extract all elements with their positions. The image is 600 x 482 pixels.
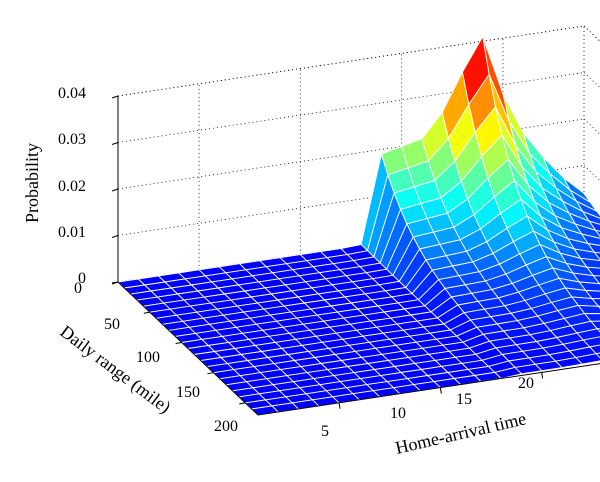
y-tick-label: 200 (214, 418, 238, 435)
y-tick-mark (111, 281, 119, 284)
x-tick-mark (439, 387, 442, 394)
z-tick-mark (111, 188, 119, 192)
z-tick-label: 0.02 (58, 178, 86, 195)
x-tick-label: 5 (321, 423, 329, 440)
y-tick-label: 150 (176, 384, 200, 401)
z-tick-mark (111, 142, 119, 145)
side-wall-grid-line (583, 72, 600, 89)
z-tick-label: 0.01 (58, 224, 86, 241)
y-tick-mark (143, 311, 150, 314)
x-tick-label: 15 (456, 391, 472, 408)
z-axis-title: Probability (22, 143, 42, 223)
y-tick-mark (239, 402, 246, 405)
y-tick-labels: 0 50 100 150 200 (74, 280, 238, 435)
z-tick-label: 0 (78, 270, 86, 287)
x-tick-mark (541, 372, 544, 379)
y-axis-title: Daily range (mile) (56, 321, 175, 418)
x-tick-label: 20 (518, 375, 534, 392)
x-axis-title: Home-arrival time (393, 408, 528, 458)
surface-layer (117, 35, 600, 416)
y-tick-label: 0 (74, 280, 82, 297)
z-tick-label: 0.03 (58, 131, 86, 148)
box-edge (117, 25, 585, 97)
y-tick-label: 50 (104, 316, 120, 333)
y-tick-mark (175, 341, 182, 344)
axis-layer (111, 95, 600, 416)
y-tick-label: 100 (136, 349, 160, 366)
z-tick-mark (111, 95, 119, 99)
side-wall-grid-line (583, 25, 600, 42)
z-tick-label: 0.04 (58, 85, 86, 102)
x-axis-line (257, 363, 600, 416)
x-tick-labels: 5 10 15 20 (321, 375, 534, 440)
box-edge (583, 25, 600, 42)
y-axis-line (117, 281, 259, 416)
y-tick-mark (207, 372, 214, 375)
back-wall-grid-line (117, 72, 585, 143)
z-tick-mark (111, 235, 119, 238)
x-tick-label: 10 (390, 405, 406, 422)
z-tick-labels: 0 0.01 0.02 0.03 0.04 (58, 85, 86, 287)
x-tick-mark (338, 402, 341, 409)
